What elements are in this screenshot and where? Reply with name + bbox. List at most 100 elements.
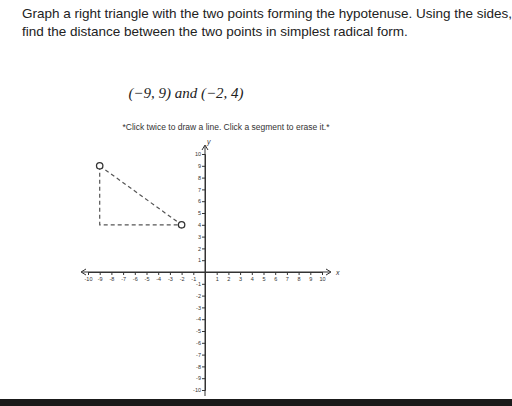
x-tick-label: 9 <box>309 276 312 282</box>
y-axis-line <box>202 155 206 391</box>
y-tick-label: 9 <box>198 163 201 169</box>
y-tick-mark <box>202 178 205 179</box>
y-tick-mark <box>202 166 205 167</box>
x-tick-label: 1 <box>216 276 219 282</box>
title: Graph a right triangle with the two poin… <box>22 6 512 21</box>
y-tick: 5 <box>198 210 205 216</box>
x-tick-mark <box>88 272 89 275</box>
x-tick: 1 <box>216 272 219 282</box>
x-tick-label: 4 <box>251 276 254 282</box>
axis-arrows <box>81 145 331 396</box>
y-axis-label: y <box>206 138 211 146</box>
x-tick: -9 <box>98 272 103 282</box>
x-tick: 6 <box>274 272 277 282</box>
x-tick-label: 6 <box>274 276 277 282</box>
x-tick: 4 <box>251 272 254 282</box>
subtitle: (−9, 9) and (−2, 4) <box>128 85 243 102</box>
y-tick: 8 <box>198 175 205 181</box>
x-tick-mark <box>310 272 311 275</box>
y-tick: 4 <box>198 222 205 228</box>
x-arrow <box>81 269 86 275</box>
y-tick-mark <box>202 237 205 238</box>
x-arrow <box>326 269 331 275</box>
y-tick-mark <box>202 355 205 356</box>
x-tick: 9 <box>309 272 312 282</box>
y-tick: -5 <box>196 328 205 334</box>
y-tick-mark <box>202 366 205 367</box>
y-tick-label: -8 <box>196 364 201 370</box>
y-tick: -1 <box>196 281 205 287</box>
y-tick-mark <box>202 260 205 261</box>
x-tick: -7 <box>121 272 126 282</box>
y-tick: -6 <box>196 340 205 346</box>
x-tick-label: 7 <box>286 276 289 282</box>
y-tick: -8 <box>196 364 205 370</box>
x-tick-mark <box>217 272 218 275</box>
bottom-bar <box>0 399 512 406</box>
x-tick-label: -2 <box>180 276 185 282</box>
y-tick-label: -7 <box>196 352 201 358</box>
x-tick: 10 <box>319 272 325 282</box>
y-tick: -10 <box>193 387 205 393</box>
y-tick: 3 <box>198 234 205 240</box>
x-tick-mark <box>287 272 288 275</box>
y-tick-mark <box>202 154 205 155</box>
x-tick: 5 <box>262 272 265 282</box>
y-tick-label: -9 <box>196 375 201 381</box>
y-tick: -9 <box>196 375 205 381</box>
title: find the distance between the two points… <box>22 24 408 39</box>
x-tick-label: -6 <box>133 276 138 282</box>
x-tick-mark <box>123 272 124 275</box>
y-tick-mark <box>202 319 205 320</box>
x-tick-mark <box>322 272 323 275</box>
x-tick-label: -4 <box>156 276 161 282</box>
y-tick: -2 <box>196 293 205 299</box>
x-tick: 8 <box>298 272 301 282</box>
x-tick: 2 <box>227 272 230 282</box>
x-tick: -4 <box>156 272 161 282</box>
series-line <box>100 166 182 225</box>
x-tick-mark <box>240 272 241 275</box>
x-tick-label: -3 <box>168 276 173 282</box>
y-tick-label: 10 <box>195 151 201 157</box>
y-tick-label: -5 <box>196 328 201 334</box>
y-tick-mark <box>202 296 205 297</box>
x-tick-mark <box>299 272 300 275</box>
y-tick-label: 4 <box>198 222 201 228</box>
x-tick: 7 <box>286 272 289 282</box>
y-tick: 2 <box>198 246 205 252</box>
y-tick-mark <box>202 248 205 249</box>
y-tick-label: -10 <box>193 387 201 393</box>
y-tick-mark <box>202 225 205 226</box>
x-tick-mark <box>147 272 148 275</box>
y-tick-label: -4 <box>196 316 201 322</box>
y-tick-mark <box>202 307 205 308</box>
x-tick-label: 3 <box>239 276 242 282</box>
y-tick: -3 <box>196 305 205 311</box>
x-tick-mark <box>158 272 159 275</box>
x-tick-label: 10 <box>319 276 325 282</box>
y-tick-label: -2 <box>196 293 201 299</box>
y-tick-label: 6 <box>198 198 201 204</box>
point <box>97 163 103 169</box>
marks <box>97 163 185 228</box>
x-tick-mark <box>264 272 265 275</box>
y-tick: 1 <box>198 257 205 263</box>
y-tick: 10 <box>195 151 205 157</box>
y-tick-label: 3 <box>198 234 201 240</box>
y-tick-mark <box>202 189 205 190</box>
x-tick-label: -10 <box>85 276 93 282</box>
y-tick-label: 1 <box>198 257 201 263</box>
x-tick: -3 <box>168 272 173 282</box>
y-tick-mark <box>202 201 205 202</box>
x-tick: -2 <box>180 272 185 282</box>
y-tick: 9 <box>198 163 205 169</box>
y-tick-label: 2 <box>198 246 201 252</box>
x-tick-mark <box>111 272 112 275</box>
x-tick: -5 <box>145 272 150 282</box>
x-tick-label: 8 <box>298 276 301 282</box>
x-tick-mark <box>228 272 229 275</box>
x-tick-mark <box>182 272 183 275</box>
y-tick: -7 <box>196 352 205 358</box>
x-tick-mark <box>135 272 136 275</box>
